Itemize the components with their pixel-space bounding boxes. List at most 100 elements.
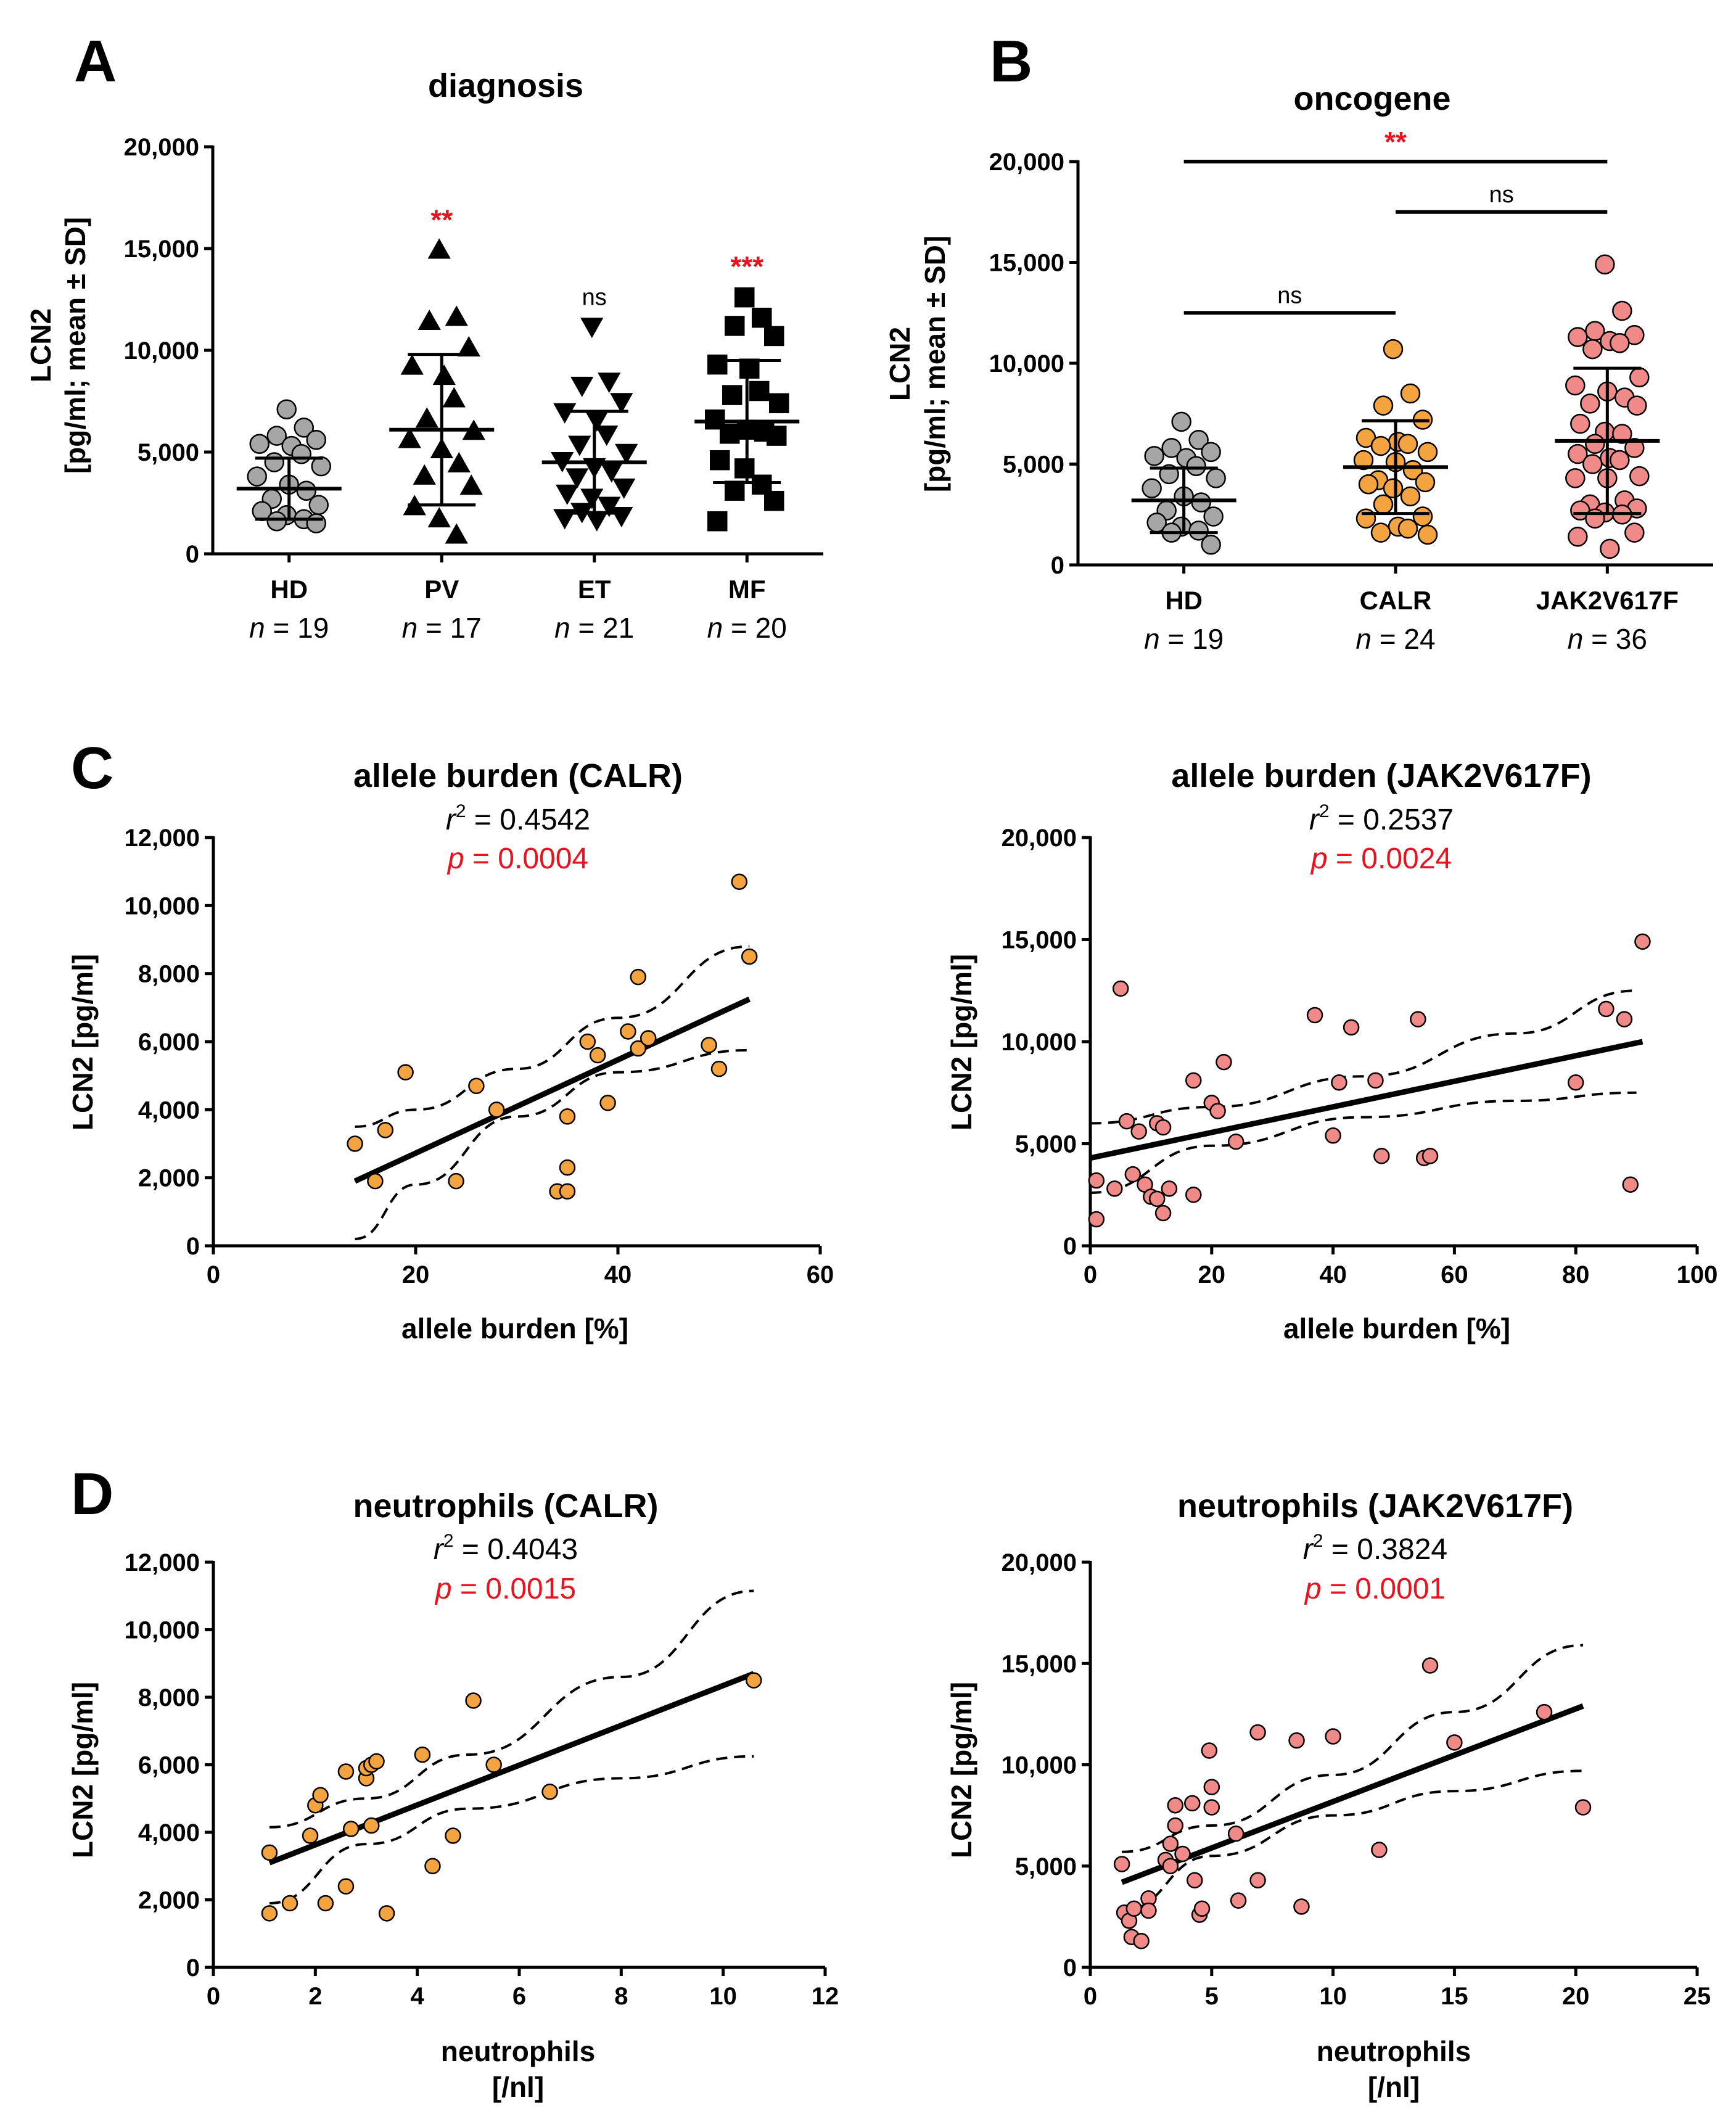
panel-c2-data-point [1154,1204,1172,1222]
panel-b-data-point [1373,395,1394,416]
panel-c2-ylabel: LCN2 [pg/ml] [945,954,977,1130]
panel-c1-y-tick-label: 4,000 [138,1097,200,1124]
panel-a-data-point [739,358,760,379]
panel-c2-x-tick-label: 100 [1677,1261,1718,1288]
panel-b-data-point [1600,538,1620,559]
panel-d2-data-point [1167,1817,1184,1834]
panel-a-data-point [291,444,311,464]
panel-c1-data-point [377,1122,394,1138]
panel-a-data-point [725,316,745,336]
panel-a-data-point [720,424,740,444]
panel-b-data-point [1585,434,1605,455]
panel-label-a: A [74,28,117,94]
panel-c2-x-tick-label: 80 [1562,1261,1590,1288]
panel-a-data-point [610,393,633,414]
panel-c2-data-point [1421,1148,1439,1164]
panel-d2-data-point [1371,1842,1388,1858]
panel-c2-ci-lower [1090,1091,1637,1194]
panel-b-data-point [1595,254,1615,275]
panel-a-data-point [769,393,789,414]
panel-d2-x-tick-label: 10 [1319,1983,1347,2010]
panel-a-data-point [580,318,604,339]
panel-c1-title: allele burden (CALR) [353,757,683,794]
panel-a-data-point [566,468,589,489]
panel-d1-data-point [317,1895,334,1912]
panel-d1-data-point [281,1895,298,1912]
panel-c1-data-point [468,1077,485,1094]
panel-c2-data-point [1088,1172,1105,1189]
panel-b: B oncogene LCN2 [pg/ml; mean ± SD] 0 5,00… [884,28,1713,655]
panel-a-data-point [294,418,314,438]
panel-d1-ylabel: LCN2 [pg/ml] [67,1682,99,1858]
panel-c2-data-point [1373,1148,1390,1164]
panel-b-n-label: n = 19 [1144,623,1224,655]
panel-c2-xlabel: allele burden [%] [1283,1312,1510,1344]
panel-c2-data-point [1367,1072,1384,1089]
panel-c2-data-point [1161,1180,1178,1197]
panel-d2-data-point [1201,1742,1218,1759]
panel-b-data-point [1201,442,1221,463]
panel-d2-y-tick-label: 20,000 [1002,1549,1077,1576]
panel-d1-xlabel: neutrophils [441,2035,595,2067]
panel-b-data-point [1627,395,1647,416]
panel-c1-x-tick-label: 60 [807,1261,834,1288]
panel-b-data-point [1629,466,1650,487]
panel-c1-y-tick-label: 10,000 [125,892,200,920]
panel-b-data-point [1570,413,1590,434]
panel-a-data-point [734,458,755,479]
panel-d-calr: D neutrophils (CALR) r2 = 0.4043 p = 0.0… [67,1461,839,2103]
panel-d2-x-tick-label: 20 [1562,1983,1590,2010]
panel-b-data-point [1383,478,1404,498]
panel-b-y-tick-label: 0 [1051,552,1064,579]
panel-c2-data-point [1209,1103,1226,1119]
panel-c2-pvalue: p = 0.0024 [1310,842,1452,875]
panel-b-data-point [1624,438,1645,458]
panel-d2-r2: r2 = 0.3824 [1303,1531,1447,1566]
panel-d1-data-point [261,1905,278,1922]
panel-c2-data-point [1325,1127,1341,1144]
panel-c1-pvalue: p = 0.0004 [446,842,588,875]
panel-a-data-point [447,452,471,473]
panel-d2-y-tick-label: 10,000 [1002,1752,1077,1779]
panel-a-n-label: n = 17 [402,612,482,644]
panel-a-data-point [610,507,633,528]
panel-a-category-label: MF [728,575,766,604]
panel-d2-ylabel: LCN2 [pg/ml] [945,1682,977,1858]
panel-d2-x-tick-label: 0 [1084,1983,1097,2010]
panel-d2-data-point [1446,1734,1463,1751]
panel-a-data-point [306,429,326,450]
panel-b-data-point [1206,468,1226,488]
panel-d2-data-point [1230,1892,1247,1909]
panel-c2-data-point [1410,1011,1426,1027]
panel-d2-data-point [1249,1724,1266,1741]
panel-c1-ci-lower [355,1048,750,1240]
panel-b-data-point [1610,450,1630,471]
panel-c2-data-point [1306,1007,1323,1024]
panel-a-data-point [266,511,287,532]
panel-d1-data-point [485,1756,502,1773]
panel-d1-x-tick-label: 12 [812,1983,839,2010]
panel-d1-data-point [261,1844,278,1861]
panel-a-data-point [415,407,438,428]
panel-d2-y-tick-label: 15,000 [1002,1650,1077,1678]
panel-b-data-point [1373,494,1394,515]
panel-b-title: oncogene [1293,80,1450,117]
panel-d1-title: neutrophils (CALR) [353,1488,659,1525]
panel-d1-data-point [378,1905,395,1922]
panel-a-data-point [722,385,743,405]
panel-c2-data-point [1088,1211,1105,1228]
panel-a-significance-label: *** [730,250,763,282]
panel-a-ylabel-units: [pg/ml; mean ± SD] [59,217,91,474]
panel-c1-data-point [448,1172,464,1190]
panel-c1-xlabel: allele burden [%] [401,1312,628,1344]
panel-d1-data-point [312,1787,329,1804]
panel-d2-data-point [1125,1900,1143,1917]
panel-b-data-point [1568,526,1588,547]
panel-a-data-point [598,373,621,393]
panel-a-data-point [612,478,636,499]
panel-a-n-label: n = 20 [707,612,787,644]
panel-d1-data-point [541,1784,558,1800]
panel-a-data-point [413,464,436,485]
panel-a-data-point [400,354,424,375]
panel-b-data-point [1415,472,1436,493]
